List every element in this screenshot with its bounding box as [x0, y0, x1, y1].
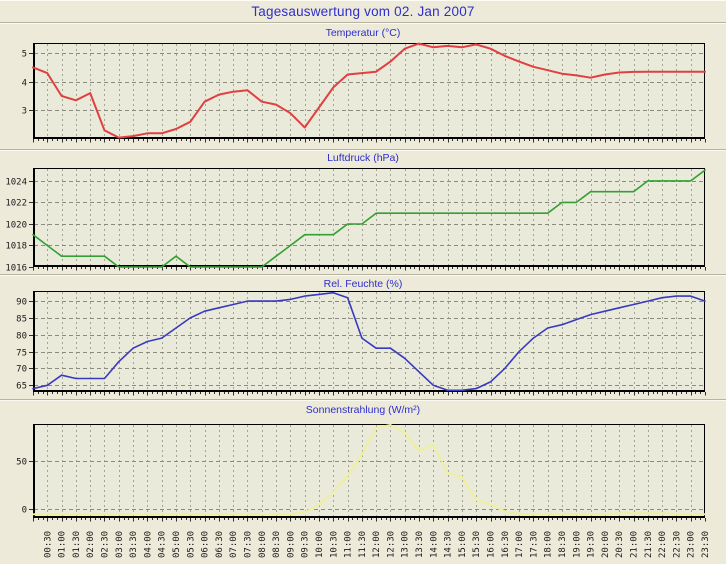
- svg-text:14:00: 14:00: [429, 531, 439, 558]
- svg-text:10:30: 10:30: [329, 531, 339, 558]
- svg-text:06:30: 06:30: [215, 531, 225, 558]
- x-axis-ticks: [33, 139, 706, 143]
- svg-text:90: 90: [16, 298, 27, 308]
- x-axis-ticks: [33, 392, 706, 396]
- svg-text:12:00: 12:00: [372, 531, 382, 558]
- series-line: [32, 291, 706, 392]
- svg-text:1022: 1022: [5, 199, 27, 209]
- svg-text:11:00: 11:00: [344, 531, 354, 558]
- chart-2-luftdruck: 1016 1018 1020 1022 1024: [5, 168, 706, 274]
- svg-text:15:00: 15:00: [458, 531, 468, 558]
- vertical-gridlines: [47, 425, 692, 517]
- svg-text:23:00: 23:00: [687, 531, 697, 558]
- series-line: [32, 42, 706, 139]
- chart-1-temperatur: 3 4 5: [22, 42, 706, 143]
- vertical-gridlines: [47, 44, 692, 138]
- svg-text:07:00: 07:00: [229, 531, 239, 558]
- svg-text:16:30: 16:30: [501, 531, 511, 558]
- series-line: [32, 169, 706, 268]
- svg-text:65: 65: [16, 382, 27, 392]
- svg-text:16:00: 16:00: [487, 531, 497, 558]
- x-axis-ticks: [33, 518, 706, 522]
- svg-text:75: 75: [16, 349, 27, 359]
- svg-text:03:30: 03:30: [129, 531, 139, 558]
- svg-text:21:30: 21:30: [644, 531, 654, 558]
- svg-text:03:00: 03:00: [115, 531, 125, 558]
- svg-text:05:00: 05:00: [172, 531, 182, 558]
- svg-text:3: 3: [22, 107, 27, 117]
- svg-text:1016: 1016: [5, 264, 27, 274]
- vertical-gridlines: [47, 169, 692, 266]
- svg-text:04:00: 04:00: [143, 531, 153, 558]
- svg-text:00:30: 00:30: [43, 531, 53, 558]
- svg-text:22:30: 22:30: [672, 531, 682, 558]
- svg-text:5: 5: [22, 50, 27, 60]
- svg-text:09:30: 09:30: [301, 531, 311, 558]
- chart-3-rel.: 65 70 75 80 85 90: [16, 291, 706, 396]
- y-axis-labels: 0 50: [16, 458, 33, 516]
- svg-text:05:30: 05:30: [186, 531, 196, 558]
- svg-text:17:30: 17:30: [529, 531, 539, 558]
- vertical-gridlines: [47, 292, 692, 391]
- plot-area: [33, 291, 705, 392]
- svg-text:01:00: 01:00: [58, 531, 68, 558]
- svg-text:1018: 1018: [5, 242, 27, 252]
- svg-text:08:00: 08:00: [258, 531, 268, 558]
- chart-4-sonnenstrahlung: 0 50: [16, 424, 706, 522]
- svg-text:01:30: 01:30: [72, 531, 82, 558]
- svg-text:09:00: 09:00: [286, 531, 296, 558]
- svg-text:1024: 1024: [5, 178, 27, 188]
- svg-text:13:00: 13:00: [401, 531, 411, 558]
- svg-text:85: 85: [16, 315, 27, 325]
- svg-text:12:30: 12:30: [386, 531, 396, 558]
- svg-text:15:30: 15:30: [472, 531, 482, 558]
- plot-area: [33, 168, 705, 267]
- svg-text:02:30: 02:30: [100, 531, 110, 558]
- svg-text:17:00: 17:00: [515, 531, 525, 558]
- svg-text:11:30: 11:30: [358, 531, 368, 558]
- svg-text:80: 80: [16, 332, 27, 342]
- svg-text:13:30: 13:30: [415, 531, 425, 558]
- svg-text:22:00: 22:00: [658, 531, 668, 558]
- svg-text:21:00: 21:00: [630, 531, 640, 558]
- svg-text:50: 50: [16, 458, 27, 468]
- series-line: [32, 424, 706, 516]
- svg-text:07:30: 07:30: [243, 531, 253, 558]
- svg-text:19:30: 19:30: [587, 531, 597, 558]
- svg-text:08:30: 08:30: [272, 531, 282, 558]
- svg-text:70: 70: [16, 365, 27, 375]
- svg-text:20:30: 20:30: [615, 531, 625, 558]
- svg-text:20:00: 20:00: [601, 531, 611, 558]
- plot-area: [33, 43, 705, 139]
- svg-text:14:30: 14:30: [444, 531, 454, 558]
- y-axis-labels: 1016 1018 1020 1022 1024: [5, 178, 33, 274]
- svg-text:1020: 1020: [5, 221, 27, 231]
- x-axis-labels: 00:30 01:00 01:30 02:00 02:30 03:00 03:30 04:00…: [43, 531, 711, 558]
- y-axis-labels: 65 70 75 80 85 90: [16, 298, 33, 392]
- svg-text:18:00: 18:00: [544, 531, 554, 558]
- svg-text:10:00: 10:00: [315, 531, 325, 558]
- svg-text:06:00: 06:00: [201, 531, 211, 558]
- svg-text:0: 0: [22, 506, 27, 516]
- svg-text:04:30: 04:30: [158, 531, 168, 558]
- y-axis-labels: 3 4 5: [22, 50, 33, 117]
- svg-text:18:30: 18:30: [558, 531, 568, 558]
- svg-text:02:00: 02:00: [86, 531, 96, 558]
- svg-text:19:00: 19:00: [572, 531, 582, 558]
- svg-text:4: 4: [22, 79, 27, 89]
- svg-text:23:30: 23:30: [701, 531, 711, 558]
